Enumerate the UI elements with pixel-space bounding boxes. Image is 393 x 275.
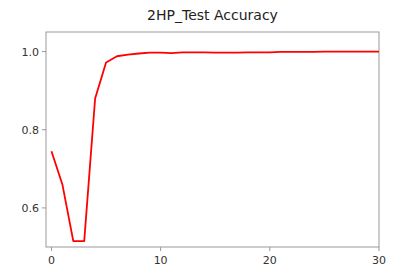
y-axis: 0.6 0.8 1.0 <box>22 46 47 215</box>
x-axis: 0 10 20 30 <box>48 247 386 267</box>
x-tick-label: 20 <box>263 254 277 267</box>
plot-area <box>51 52 379 242</box>
y-tick-label: 0.6 <box>22 202 40 215</box>
plot-frame <box>46 32 379 247</box>
x-tick <box>379 247 380 251</box>
y-tick-label: 1.0 <box>22 46 40 59</box>
chart: 2HP_Test Accuracy 0.6 0.8 1.0 0 10 20 30 <box>0 0 393 275</box>
x-tick-label: 0 <box>48 254 55 267</box>
x-tick <box>160 247 161 251</box>
title: 2HP_Test Accuracy <box>147 7 278 23</box>
x-tick-label: 10 <box>154 254 168 267</box>
x-tick <box>269 247 270 251</box>
y-tick <box>42 207 46 208</box>
x-tick-label: 30 <box>372 254 386 267</box>
line <box>51 52 379 242</box>
y-tick-label: 0.8 <box>22 124 40 137</box>
x-tick <box>51 247 52 251</box>
y-tick <box>42 129 46 130</box>
y-tick <box>42 51 46 52</box>
